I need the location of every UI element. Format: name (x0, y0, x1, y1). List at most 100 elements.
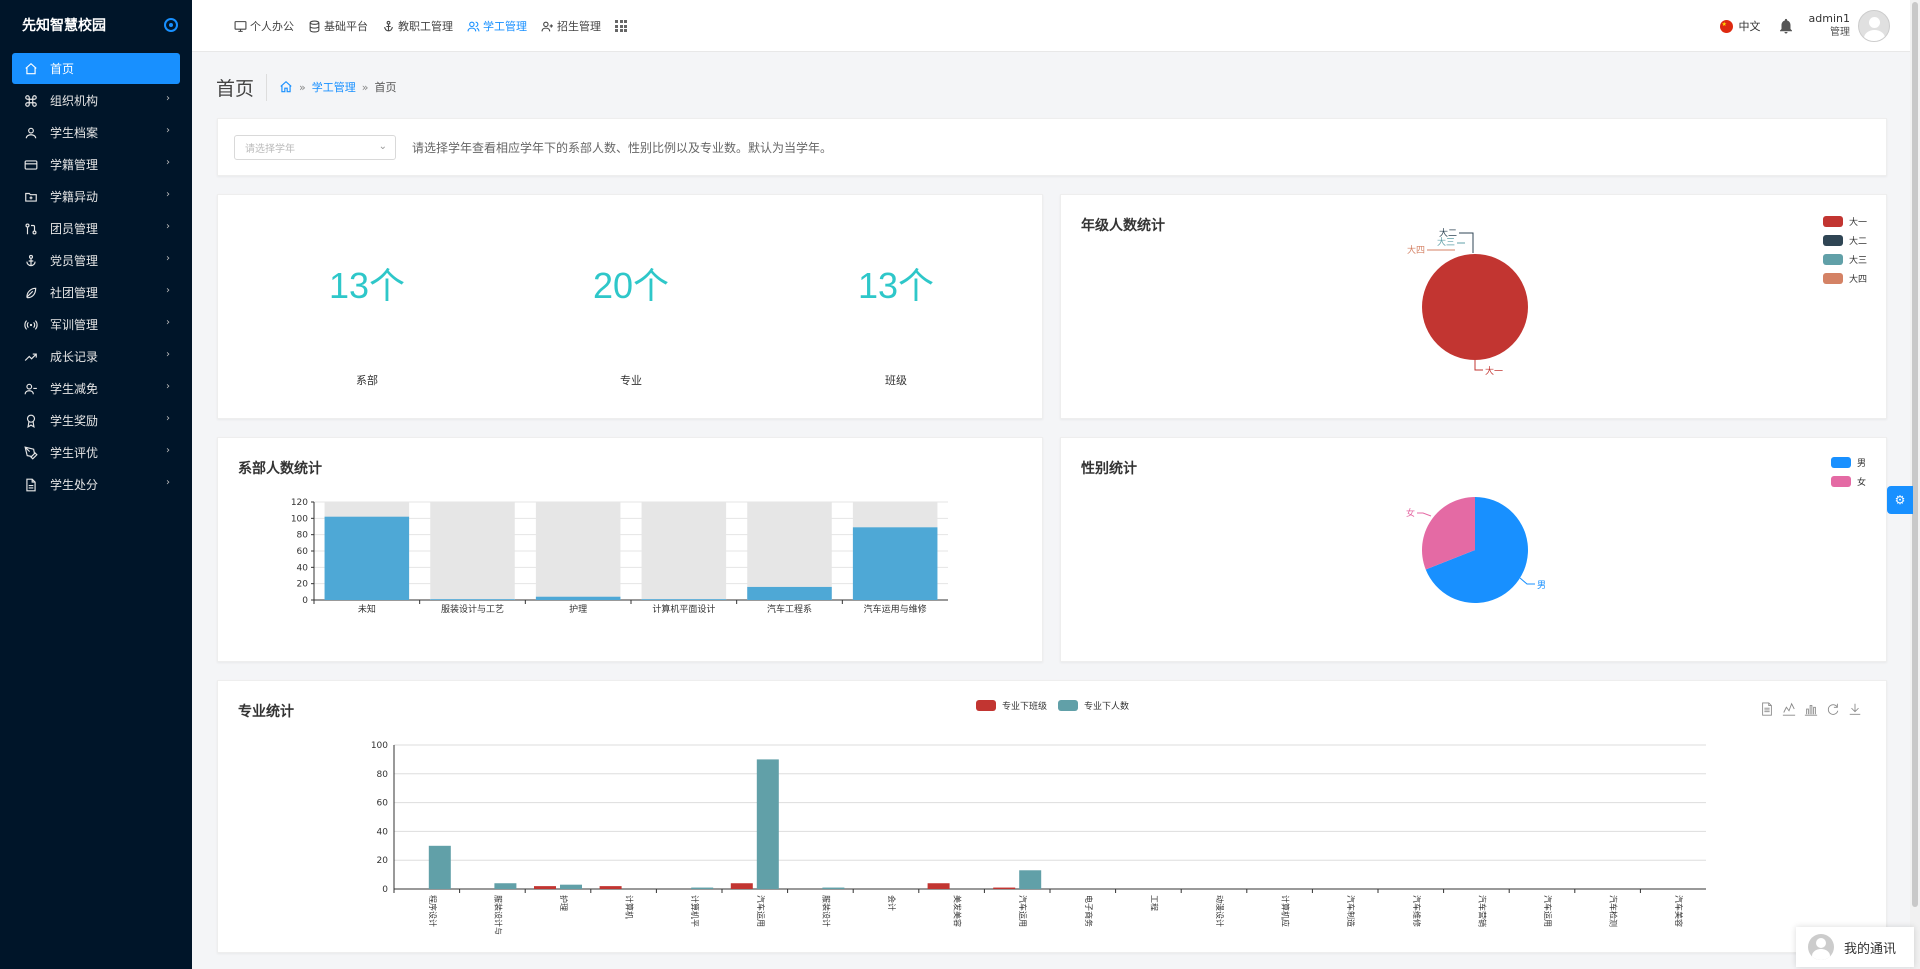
database-icon (309, 20, 320, 32)
x-tick-label: 汽车维修 (1412, 895, 1422, 927)
bar (324, 516, 410, 600)
bar-chart-icon[interactable] (1804, 701, 1818, 716)
legend-item[interactable]: 大三 (1823, 253, 1867, 266)
x-tick-label: 服装设计 (821, 895, 831, 927)
bar (641, 599, 727, 600)
y-tick-label: 40 (297, 563, 309, 573)
bar (927, 883, 950, 889)
award-icon (24, 414, 38, 428)
x-tick-label: 未知 (358, 603, 376, 615)
y-tick-label: 60 (377, 799, 389, 809)
sidebar-item[interactable]: 学籍管理 › (12, 149, 180, 180)
y-tick-label: 60 (297, 547, 309, 557)
sidebar-item[interactable]: 学生处分 › (12, 469, 180, 500)
chart-title: 专业统计 (238, 704, 294, 720)
sidebar-item[interactable]: 学生减免 › (12, 373, 180, 404)
restore-icon[interactable] (1826, 701, 1840, 715)
sidebar-item[interactable]: 学生评优 › (12, 437, 180, 468)
apps-grid-icon[interactable] (615, 20, 627, 32)
pen-tool-icon (24, 445, 38, 460)
bar-background (641, 502, 727, 600)
bar (822, 887, 845, 889)
legend-label: 专业下班级 (1002, 702, 1048, 712)
bar (993, 887, 1016, 889)
sidebar-item-label: 学生奖励 (50, 414, 99, 428)
sidebar-item[interactable]: 学生奖励 › (12, 405, 180, 436)
sidebar-item-label: 学籍异动 (50, 190, 99, 204)
trending-up-icon (24, 350, 38, 364)
y-tick-label: 20 (377, 856, 389, 866)
sidebar-item[interactable]: 党员管理 › (12, 245, 180, 276)
bar (534, 886, 556, 889)
brand-name: 先知智慧校园 (22, 18, 106, 34)
stat-value: 13个 (328, 265, 406, 306)
legend-item[interactable]: 专业下班级 (976, 699, 1047, 712)
legend-swatch (976, 700, 996, 711)
line-chart-icon[interactable] (1782, 701, 1796, 716)
x-tick-label: 护理 (559, 895, 569, 911)
download-icon[interactable] (1848, 701, 1862, 715)
top-nav-item[interactable]: 个人办公 (234, 18, 294, 34)
sidebar: 先知智慧校园 首页 组织机构 › 学生档案 › 学籍管理 › 学籍异动 › 团员管理 › … (0, 0, 192, 969)
bar (747, 586, 832, 600)
data-view-icon[interactable] (1760, 701, 1774, 716)
chat-widget[interactable]: 我的通讯 (1796, 927, 1914, 967)
x-tick-label: 汽车运用 (756, 895, 766, 927)
x-tick-label: 服装设计与工艺 (441, 603, 504, 615)
file-icon (24, 478, 38, 492)
x-tick-label: 汽车运用 (1018, 895, 1028, 927)
x-tick-label: 计算机平 (690, 895, 700, 927)
language-selector[interactable]: 中文 (1738, 20, 1761, 33)
legend-item[interactable]: 大二 (1823, 234, 1867, 247)
user-info[interactable]: admin1 管理 (1809, 12, 1850, 40)
top-nav-item[interactable]: 基础平台 (308, 18, 368, 34)
top-nav-item[interactable]: 招生管理 (541, 18, 601, 34)
top-nav-item[interactable]: 学工管理 (467, 18, 527, 34)
top-nav-item[interactable]: 教职工管理 (382, 18, 453, 34)
settings-fab[interactable]: ⚙ (1887, 486, 1913, 514)
bell-icon[interactable] (1777, 17, 1795, 35)
china-flag-icon[interactable] (1719, 19, 1733, 33)
stat-label: 系部 (356, 374, 378, 387)
sidebar-item[interactable]: 军训管理 › (12, 309, 180, 340)
breadcrumb: » 学工管理 » 首页 (279, 79, 396, 95)
sidebar-item[interactable]: 组织机构 › (12, 85, 180, 116)
sidebar-item[interactable]: 成长记录 › (12, 341, 180, 372)
pie-label: 女 (1406, 507, 1415, 519)
legend-item[interactable]: 大一 (1823, 215, 1867, 228)
chevron-right-icon: › (166, 477, 170, 488)
department-chart-card: 系部人数统计 0 20 40 60 80 100 120 未知 服装设计与工艺 护理 计算机平面设计… (217, 437, 1043, 662)
pie-label-line (1459, 232, 1474, 253)
avatar[interactable] (1858, 10, 1890, 42)
page-header: 首页 » 学工管理 » 首页 (216, 70, 396, 104)
page-title: 首页 (216, 73, 268, 101)
academic-year-select[interactable]: 请选择学年 ⌄ (234, 134, 396, 160)
legend-item[interactable]: 男 (1831, 456, 1866, 469)
pie-label: 大一 (1485, 365, 1503, 377)
home-icon[interactable] (279, 80, 293, 94)
users-icon (467, 21, 480, 31)
top-nav-label: 基础平台 (324, 20, 368, 33)
breadcrumb-link[interactable]: 学工管理 (311, 81, 356, 94)
legend-item[interactable]: 女 (1831, 475, 1866, 488)
monitor-icon (234, 20, 247, 32)
pie-label-line (1519, 577, 1535, 585)
stat-departments: 13个 系部 (267, 257, 467, 387)
card-icon (24, 158, 38, 172)
sidebar-toggle-icon[interactable] (164, 18, 178, 32)
sidebar-item[interactable]: 团员管理 › (12, 213, 180, 244)
legend-item[interactable]: 专业下人数 (1058, 699, 1129, 712)
sidebar-item[interactable]: 学籍异动 › (12, 181, 180, 212)
scrollbar-thumb[interactable] (1912, 2, 1918, 907)
legend-label: 大一 (1849, 218, 1868, 228)
legend-item[interactable]: 大四 (1823, 272, 1867, 285)
chart-toolbox (1752, 701, 1862, 716)
radio-icon (24, 318, 38, 332)
x-tick-label: 会计 (887, 895, 897, 911)
page-scrollbar[interactable] (1910, 0, 1920, 969)
sidebar-item[interactable]: 首页 (12, 53, 180, 84)
sidebar-item[interactable]: 学生档案 › (12, 117, 180, 148)
sidebar-item[interactable]: 社团管理 › (12, 277, 180, 308)
anchor-icon (24, 254, 38, 268)
